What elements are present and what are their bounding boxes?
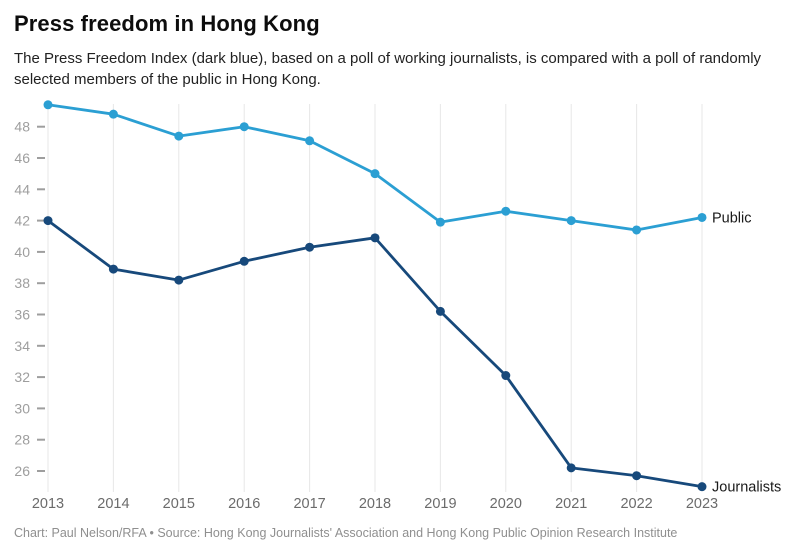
data-point-journalists-2017 (305, 242, 315, 252)
data-point-journalists-2020 (501, 371, 511, 381)
x-tick-label-2014: 2014 (97, 496, 129, 512)
y-tick-label: 46 (14, 150, 30, 166)
data-point-journalists-2018 (370, 233, 380, 243)
page-title: Press freedom in Hong Kong (14, 11, 320, 36)
data-point-public-2016 (239, 122, 249, 132)
x-tick-label-2020: 2020 (490, 496, 522, 512)
data-point-journalists-2022 (632, 471, 642, 481)
data-point-public-2018 (370, 169, 380, 179)
data-point-public-2014 (108, 109, 118, 119)
x-tick-label-2013: 2013 (32, 496, 64, 512)
data-point-public-2017 (305, 136, 315, 146)
x-tick-label-2023: 2023 (686, 496, 718, 512)
y-tick-label: 36 (14, 307, 30, 323)
chart-subtitle: The Press Freedom Index (dark blue), bas… (14, 50, 762, 88)
data-point-public-2021 (566, 216, 576, 226)
data-point-journalists-2023 (697, 482, 707, 492)
y-tick-label: 42 (14, 213, 30, 229)
y-tick-label: 40 (14, 244, 30, 260)
x-tick-label-2015: 2015 (163, 496, 195, 512)
y-tick-label: 48 (14, 119, 30, 135)
data-point-journalists-2014 (108, 264, 118, 274)
data-point-journalists-2019 (435, 306, 445, 316)
y-tick-label: 44 (14, 181, 30, 197)
chart-canvas: 26 28 30 32 34 36 38 40 42 44 46 48 2013 2014 2015 2016… (14, 100, 781, 512)
data-point-journalists-2015 (174, 275, 184, 285)
data-point-journalists-2013 (43, 216, 53, 226)
y-tick-label: 28 (14, 432, 30, 448)
x-tick-label-2017: 2017 (293, 496, 325, 512)
series-label-public: Public (712, 210, 752, 226)
data-point-public-2015 (174, 131, 184, 141)
data-point-journalists-2016 (239, 256, 249, 266)
y-tick-label: 26 (14, 463, 30, 479)
y-tick-label: 30 (14, 400, 30, 416)
series-label-journalists: Journalists (712, 480, 781, 496)
chart-footer: Chart: Paul Nelson/RFA • Source: Hong Ko… (14, 526, 678, 540)
data-point-public-2023 (697, 212, 707, 222)
y-tick-label: 32 (14, 369, 30, 385)
data-point-public-2022 (632, 225, 642, 235)
x-tick-label-2016: 2016 (228, 496, 260, 512)
data-point-journalists-2021 (566, 463, 576, 473)
y-tick-label: 38 (14, 275, 30, 291)
x-tick-label-2022: 2022 (620, 496, 652, 512)
y-tick-label: 34 (14, 338, 30, 354)
data-point-public-2020 (501, 206, 511, 216)
data-point-public-2013 (43, 100, 53, 110)
x-tick-label-2018: 2018 (359, 496, 391, 512)
line-chart: 26 28 30 32 34 36 38 40 42 44 46 48 2013 2014 2015 2016… (0, 90, 800, 525)
x-tick-label-2021: 2021 (555, 496, 587, 512)
x-tick-label-2019: 2019 (424, 496, 456, 512)
data-point-public-2019 (435, 217, 445, 227)
